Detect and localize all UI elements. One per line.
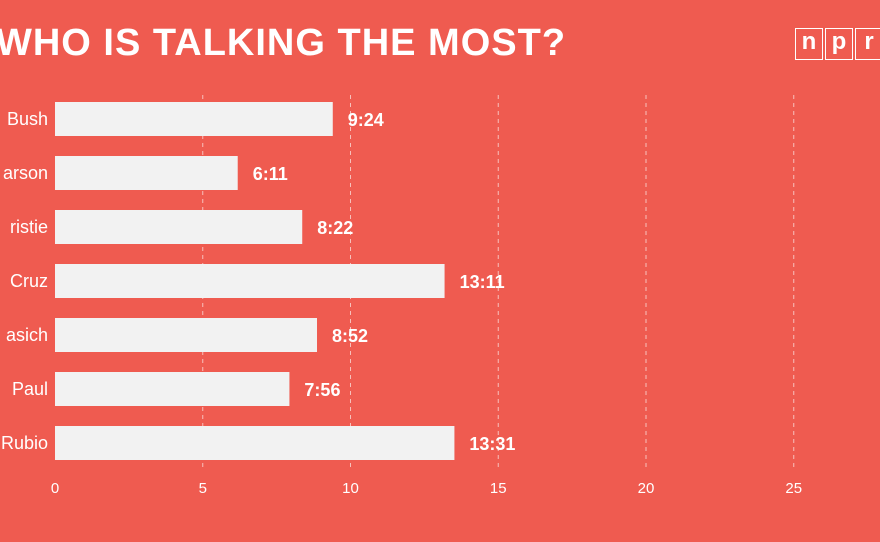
bar-1 (55, 156, 238, 190)
category-label-6: Rubio (1, 433, 48, 453)
chart-title: WHO IS TALKING THE MOST? (0, 22, 567, 64)
x-tick-label-25: 25 (785, 480, 802, 497)
x-tick-label-10: 10 (342, 480, 359, 497)
category-label-3: Cruz (10, 271, 48, 291)
value-label-3: 13:11 (460, 272, 505, 292)
value-label-1: 6:11 (253, 164, 288, 184)
bar-layer (55, 102, 455, 460)
value-label-5: 7:56 (304, 380, 340, 400)
label-layer: 0 5 10 15 20 25 Bush 9:24 arson 6:11 ristie 8:22 Cru… (1, 109, 802, 497)
bar-6 (55, 426, 455, 460)
x-tick-label-20: 20 (638, 480, 655, 497)
value-label-0: 9:24 (348, 110, 384, 130)
logo-letter-n: n (795, 28, 823, 60)
bar-4 (55, 318, 318, 352)
category-label-0: Bush (7, 109, 48, 129)
npr-logo: n p r (795, 28, 880, 60)
x-tick-label-0: 0 (51, 480, 59, 497)
bar-2 (55, 210, 303, 244)
bar-0 (55, 102, 333, 136)
value-label-2: 8:22 (317, 218, 353, 238)
x-tick-label-5: 5 (199, 480, 207, 497)
category-label-5: Paul (12, 379, 48, 399)
bar-5 (55, 372, 290, 406)
category-label-1: arson (3, 163, 48, 183)
category-label-2: ristie (10, 217, 48, 237)
logo-letter-r: r (855, 28, 880, 60)
logo-letter-p: p (825, 28, 853, 60)
value-label-4: 8:52 (332, 326, 368, 346)
value-label-6: 13:31 (469, 434, 515, 454)
x-tick-label-15: 15 (490, 480, 507, 497)
bar-3 (55, 264, 445, 298)
category-label-4: asich (6, 325, 48, 345)
